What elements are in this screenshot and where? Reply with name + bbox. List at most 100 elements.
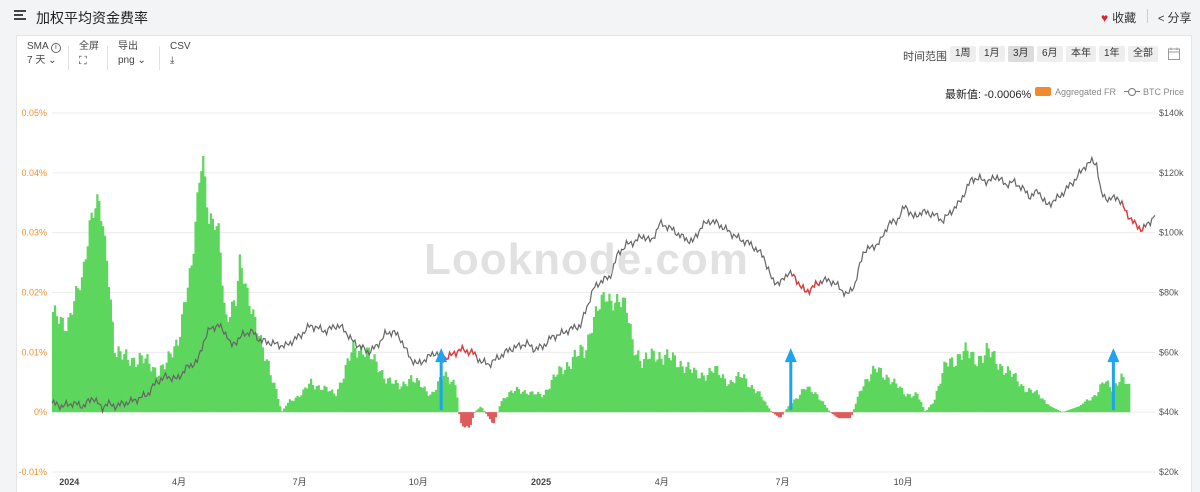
fr-bar-positive	[608, 293, 611, 413]
fr-bar-positive	[752, 389, 755, 413]
fr-bar-positive	[1053, 408, 1056, 413]
menu-icon[interactable]	[14, 10, 26, 20]
fr-bar-positive	[250, 314, 253, 413]
fr-bar-positive	[933, 399, 936, 413]
range-1y[interactable]: 1年	[1099, 46, 1125, 62]
fr-bar-positive	[375, 361, 378, 413]
range-6m[interactable]: 6月	[1037, 46, 1063, 62]
fr-bar-positive	[929, 404, 933, 413]
fr-bar-positive	[858, 391, 861, 413]
fr-bar-positive	[331, 389, 334, 413]
fr-bar-positive	[386, 378, 390, 413]
range-1w[interactable]: 1周	[950, 46, 976, 62]
fr-bar-positive	[556, 374, 559, 413]
y-right-tick-label: $100k	[1159, 228, 1184, 238]
fr-bar-positive	[188, 268, 191, 413]
fr-bar-positive	[517, 389, 521, 413]
export-selector[interactable]: 导出 png ⌄	[118, 41, 146, 68]
fr-bar-positive	[456, 397, 459, 413]
range-3m[interactable]: 3月	[1008, 46, 1034, 62]
range-ytd[interactable]: 本年	[1066, 46, 1096, 62]
fr-bar-positive	[111, 321, 114, 413]
fr-bar-positive	[477, 408, 480, 413]
fr-bar-positive	[273, 382, 276, 413]
fr-bar-negative	[848, 412, 852, 419]
fr-bar-positive	[1122, 376, 1125, 413]
fr-bar-positive	[78, 290, 82, 413]
fr-bar-positive	[1106, 380, 1110, 413]
fr-bar-positive	[240, 268, 243, 413]
fr-bar-positive	[84, 259, 87, 413]
fr-bar-positive	[94, 208, 97, 413]
fr-bar-positive	[92, 218, 95, 413]
calendar-icon[interactable]	[1168, 47, 1180, 60]
fr-bar-positive	[192, 253, 195, 413]
fr-bar-positive	[748, 387, 752, 413]
x-tick-label: 4月	[655, 477, 669, 487]
csv-button[interactable]: CSV ⤓	[170, 41, 191, 68]
fr-bar-positive	[102, 226, 105, 413]
fr-bar-positive	[664, 354, 667, 413]
fr-bar-positive	[369, 359, 372, 413]
fr-bar-positive	[860, 390, 863, 413]
fr-bar-positive	[179, 336, 182, 413]
btc-price-down-segment	[1121, 200, 1145, 233]
range-all[interactable]: 全部	[1128, 46, 1158, 62]
fr-bar-positive	[606, 301, 609, 413]
fr-bar-positive	[1014, 373, 1017, 413]
fr-bar-negative	[458, 412, 461, 415]
fr-bar-positive	[361, 354, 365, 413]
fr-bar-positive	[852, 409, 856, 413]
fr-bar-positive	[256, 333, 259, 413]
legend-btc-label: BTC Price	[1143, 87, 1185, 97]
fr-bar-positive	[367, 347, 370, 413]
fr-bar-positive	[696, 378, 700, 413]
fr-bar-positive	[252, 309, 255, 413]
legend-btc[interactable]: BTC Price	[1124, 87, 1184, 97]
favorite-button[interactable]: ♥ 收藏	[1101, 9, 1136, 26]
fr-bar-positive	[741, 377, 744, 413]
fr-bar-positive	[1101, 382, 1104, 413]
fr-bar-positive	[123, 353, 126, 413]
fr-bar-positive	[132, 357, 136, 413]
fr-bar-positive	[949, 358, 952, 413]
fr-bar-positive	[927, 407, 931, 413]
fr-bar-negative	[837, 412, 840, 419]
fr-bar-positive	[385, 383, 388, 413]
fr-bar-positive	[567, 366, 571, 413]
sma-selector[interactable]: SMA i 7 天 ⌄	[27, 41, 61, 68]
legend-fr[interactable]: Aggregated FR	[1035, 87, 1116, 97]
range-1m[interactable]: 1月	[979, 46, 1005, 62]
fr-bar-positive	[100, 221, 103, 413]
annotation-arrow-head	[1107, 348, 1120, 363]
fr-bar-negative	[831, 412, 834, 415]
fr-bar-positive	[306, 388, 309, 413]
fr-bar-positive	[604, 301, 607, 413]
fr-bar-positive	[325, 386, 328, 413]
latest-number: -0.0006%	[984, 89, 1032, 101]
fr-bar-positive	[1081, 403, 1085, 413]
fr-bar-positive	[947, 366, 950, 413]
fr-bar-negative	[771, 412, 775, 414]
fr-bar-positive	[1118, 381, 1121, 413]
fr-bar-positive	[904, 396, 908, 413]
fr-bar-positive	[1049, 406, 1052, 413]
share-button[interactable]: < 分享	[1158, 9, 1191, 26]
fr-bar-positive	[130, 358, 134, 413]
fr-bar-positive	[617, 302, 621, 413]
fr-bar-positive	[155, 376, 159, 413]
fr-bar-positive	[910, 397, 913, 413]
fr-bar-positive	[918, 399, 921, 413]
fr-bar-positive	[535, 394, 538, 413]
fr-bar-negative	[779, 412, 782, 418]
fr-bar-positive	[571, 356, 574, 413]
fr-bar-positive	[52, 311, 55, 413]
fr-bar-positive	[502, 397, 505, 413]
fr-bar-positive	[619, 306, 623, 413]
fr-bar-positive	[708, 367, 711, 413]
fullscreen-button[interactable]: 全屏 ⛶	[79, 41, 99, 68]
fr-bar-positive	[1024, 392, 1027, 413]
fr-bar-positive	[55, 316, 59, 413]
fr-bar-positive	[592, 316, 596, 413]
fr-bar-positive	[974, 364, 977, 413]
